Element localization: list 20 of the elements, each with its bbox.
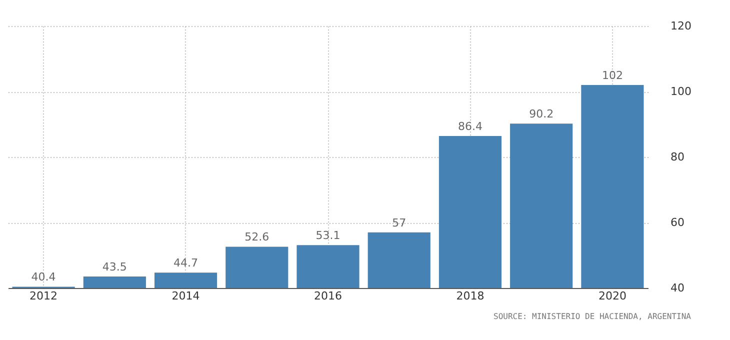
data-label: 86.4 — [458, 120, 482, 134]
y-tick-label: 60 — [670, 216, 684, 229]
y-tick-label: 40 — [670, 282, 684, 294]
source-note: SOURCE: MINISTERIO DE HACIENDA, ARGENTINA — [494, 312, 692, 321]
y-tick-label: 80 — [670, 150, 684, 164]
data-label: 43.5 — [102, 260, 127, 274]
data-label: 102 — [602, 68, 623, 82]
x-tick-label: 2012 — [30, 290, 58, 302]
data-label: 44.7 — [174, 256, 198, 270]
y-tick-label: 120 — [670, 20, 692, 32]
x-tick-label: 2014 — [172, 290, 200, 302]
x-tick-label: 2016 — [314, 290, 342, 302]
data-label: 53.1 — [316, 229, 340, 242]
data-label: 40.4 — [31, 270, 56, 284]
x-tick-label: 2018 — [456, 290, 484, 302]
data-label: 57 — [392, 216, 406, 230]
data-label: 52.6 — [244, 230, 270, 244]
x-tick-label: 2020 — [598, 290, 626, 302]
y-tick-label: 100 — [670, 85, 692, 98]
data-label: 90.2 — [529, 108, 554, 121]
